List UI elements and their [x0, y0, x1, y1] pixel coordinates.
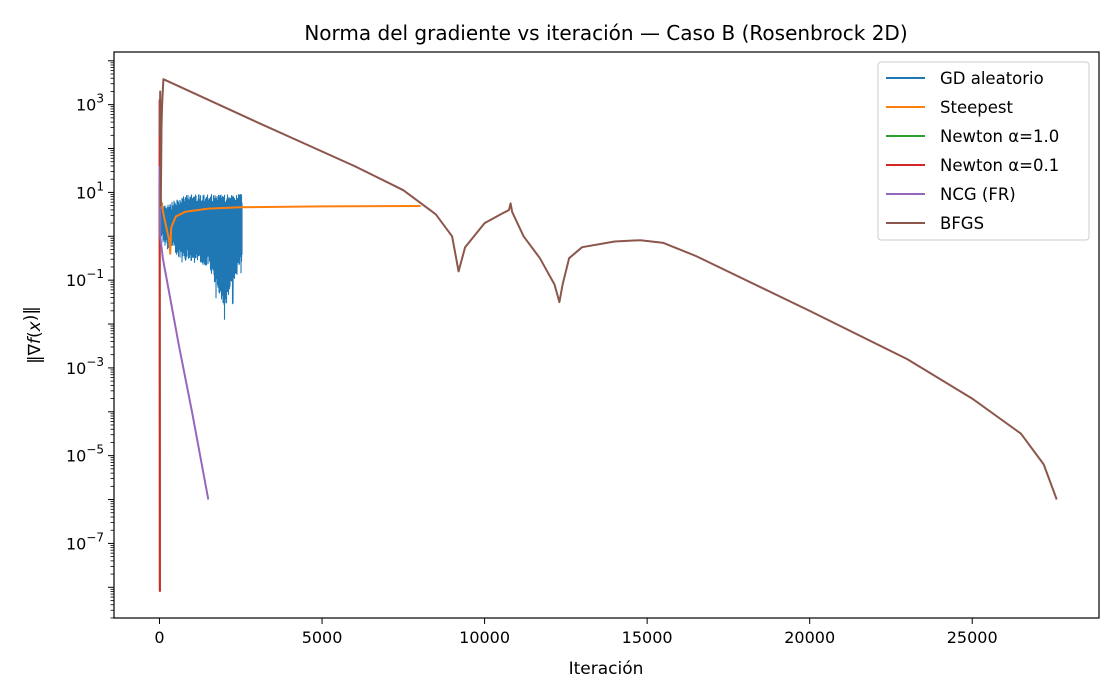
- y-axis: 103 101 10−1 10−3 10−5 10−7: [66, 60, 114, 619]
- chart-title: Norma del gradiente vs iteración — Caso …: [304, 21, 907, 45]
- series-line-bfgs: [158, 78, 1058, 500]
- y-tick-label: 10−5: [66, 443, 104, 466]
- series-line-ncg-fr: [158, 166, 210, 500]
- x-tick-label: 25000: [947, 628, 998, 647]
- series-line-steepest: [158, 192, 421, 255]
- plot-frame: [113, 51, 1100, 619]
- x-axis: 0 5000 10000 15000 20000 25000: [154, 618, 998, 647]
- y-tick-label: 10−3: [66, 355, 104, 378]
- legend-label: NCG (FR): [940, 185, 1016, 204]
- x-axis-label: Iteración: [569, 659, 644, 679]
- series-line-gd-aleatorio: [159, 194, 243, 320]
- legend-label: GD aleatorio: [940, 69, 1044, 88]
- y-tick-label: 10−1: [66, 267, 104, 290]
- y-axis-label: ‖∇f(x)‖: [21, 306, 45, 364]
- x-tick-label: 15000: [622, 628, 673, 647]
- legend-label: Newton α=1.0: [940, 127, 1059, 146]
- legend: GD aleatorio Steepest Newton α=1.0 Newton α…: [877, 61, 1090, 241]
- plot-lines: [158, 78, 1058, 592]
- x-tick-label: 5000: [302, 628, 343, 647]
- x-tick-label: 0: [154, 628, 164, 647]
- legend-frame: [877, 61, 1090, 241]
- y-tick-label: 103: [76, 92, 104, 115]
- y-tick-label: 10−7: [66, 530, 104, 553]
- legend-label: BFGS: [940, 214, 984, 233]
- legend-label: Newton α=0.1: [940, 156, 1059, 175]
- x-tick-label: 10000: [459, 628, 510, 647]
- x-tick-label: 20000: [784, 628, 835, 647]
- legend-label: Steepest: [940, 98, 1013, 117]
- y-tick-label: 101: [76, 179, 104, 202]
